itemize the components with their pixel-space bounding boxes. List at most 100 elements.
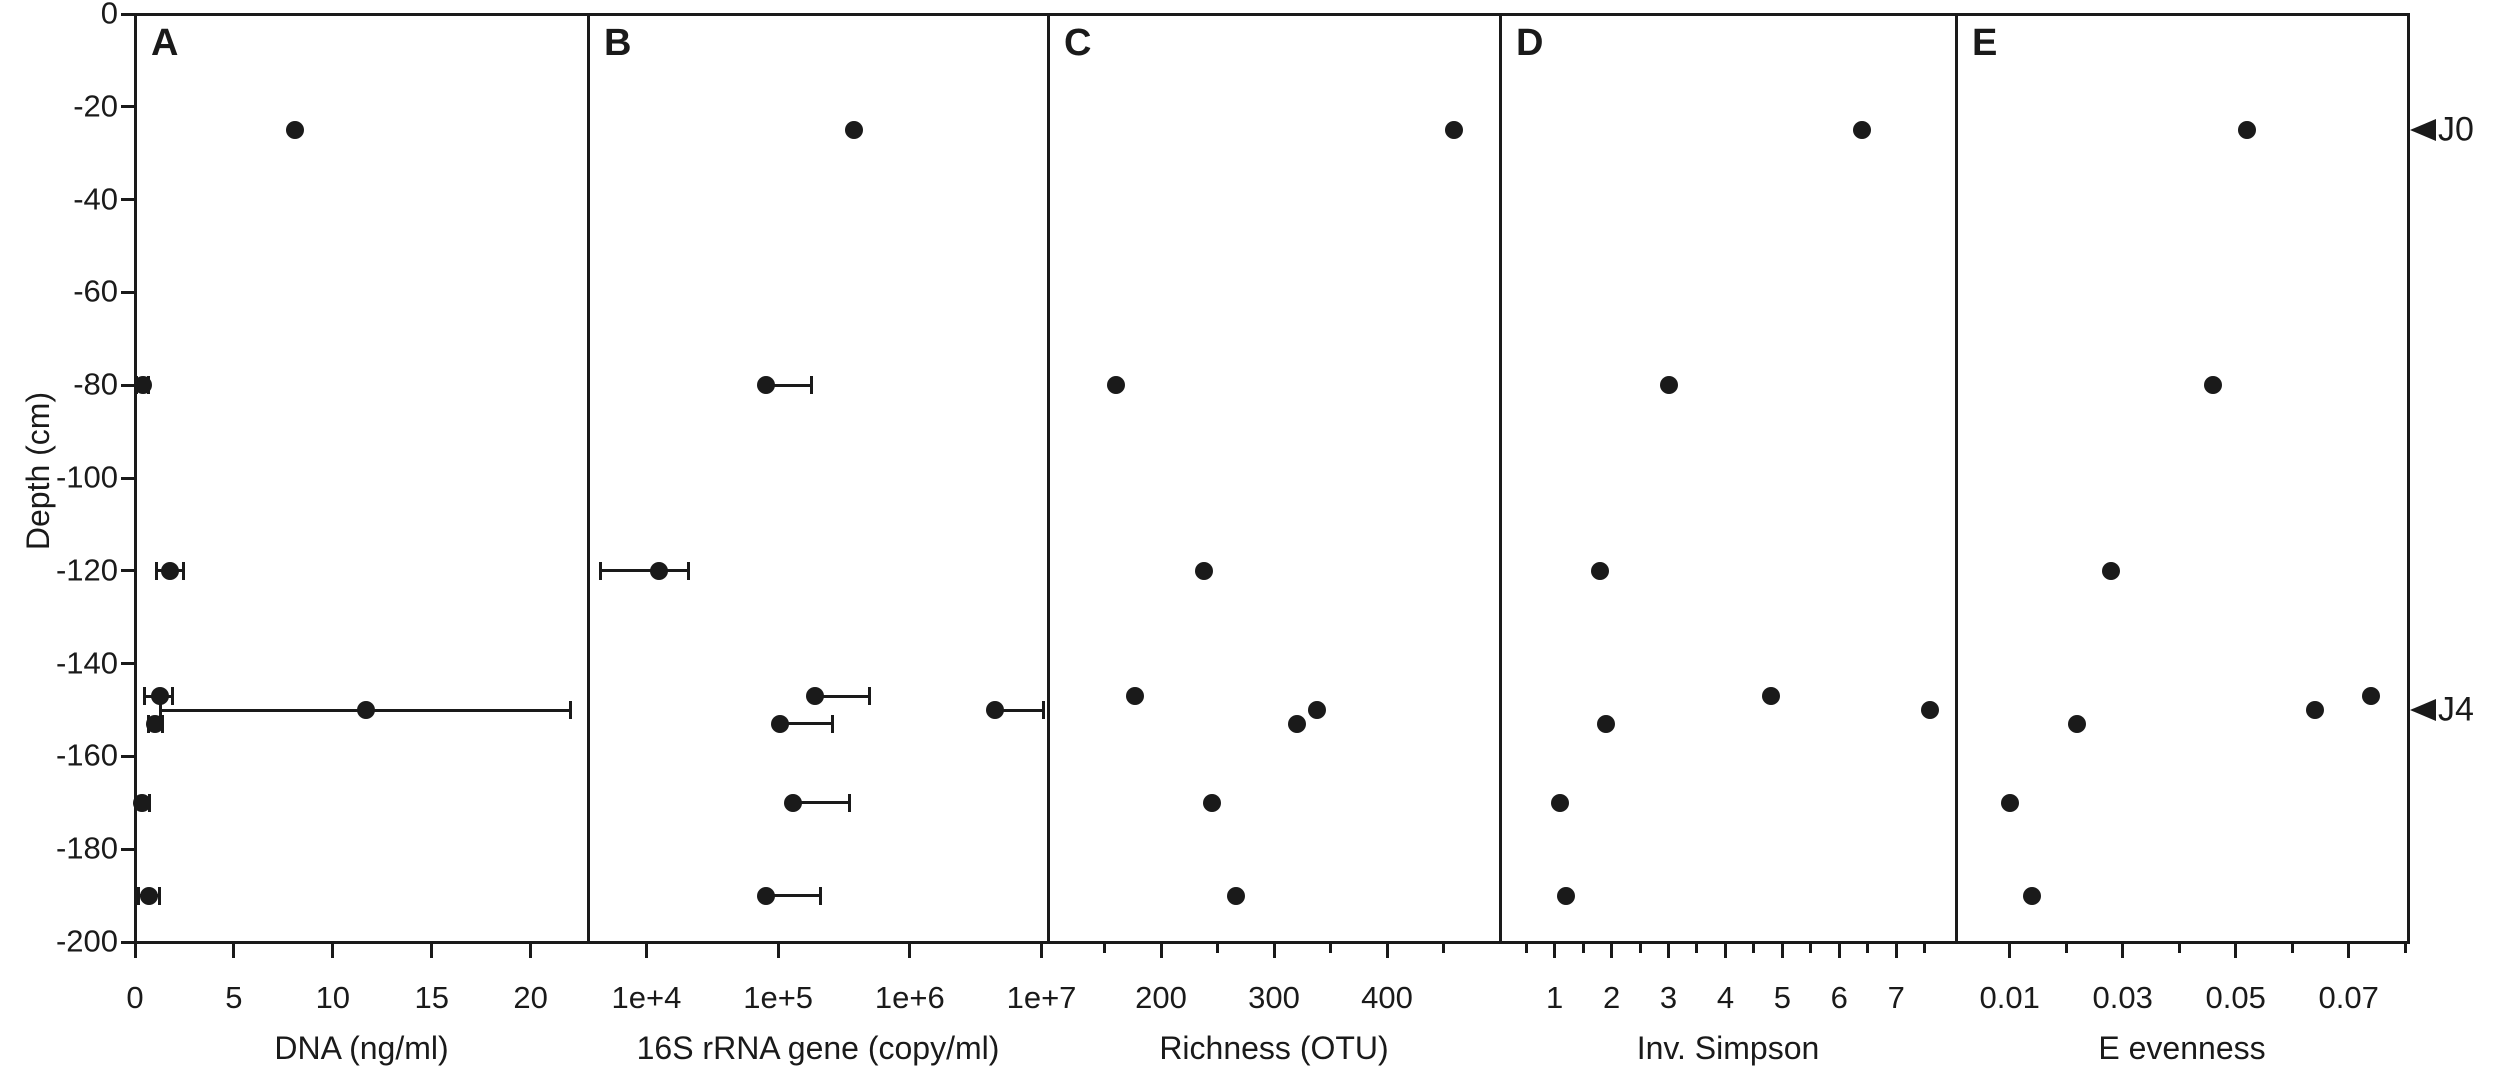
x-axis-minor-tick — [1923, 943, 1927, 953]
panel-border — [586, 14, 590, 942]
data-point — [985, 701, 1004, 719]
x-axis-tick-label: 1e+6 — [874, 980, 945, 1015]
y-axis-tick-label: -20 — [73, 88, 118, 124]
x-axis-tick — [1040, 943, 1044, 958]
y-axis-tick-label: 0 — [100, 0, 118, 31]
x-axis-tick-label: 7 — [1887, 980, 1905, 1015]
y-axis-tick — [121, 940, 134, 944]
data-point — [161, 561, 180, 580]
x-axis-tick-label: 0.03 — [2092, 980, 2153, 1015]
error-bar-cap — [831, 714, 835, 733]
x-axis-tick-label: 200 — [1135, 980, 1187, 1015]
x-axis-tick — [776, 943, 780, 958]
x-axis-tick — [1894, 943, 1898, 958]
y-axis-tick — [121, 290, 134, 294]
data-point — [2305, 701, 2324, 719]
error-bar-cap — [147, 376, 151, 395]
x-axis-tick — [331, 943, 335, 958]
data-point — [1921, 701, 1940, 719]
x-axis-tick — [1837, 943, 1841, 958]
data-point — [2102, 561, 2121, 580]
x-axis-minor-tick — [1581, 943, 1585, 953]
x-axis-tick — [1667, 943, 1670, 958]
error-bar — [994, 708, 1044, 712]
error-bar — [144, 694, 173, 698]
error-bar-cap — [143, 687, 147, 706]
data-point — [1444, 121, 1463, 139]
error-bar — [779, 722, 833, 726]
x-axis-tick-label: 5 — [1773, 980, 1791, 1015]
depth-marker-label-j4: J4 — [2438, 690, 2474, 729]
x-axis-tick-label: 10 — [315, 980, 351, 1015]
y-axis-tick — [121, 12, 134, 16]
x-axis-minor-tick — [1866, 943, 1870, 953]
y-axis-tick — [121, 569, 134, 573]
y-axis-tick-label: -60 — [73, 273, 118, 309]
error-bar — [135, 801, 150, 805]
x-axis-tick-label: 15 — [414, 980, 449, 1015]
panel-label-a: A — [151, 22, 179, 64]
x-axis-tick-label: 4 — [1716, 980, 1735, 1015]
data-point — [1194, 561, 1213, 580]
x-axis-tick-label: 5 — [225, 980, 243, 1015]
y-axis-tick — [121, 662, 134, 666]
data-point — [150, 687, 169, 706]
error-bar-cap — [1042, 701, 1046, 719]
x-axis-minor-tick — [1216, 943, 1219, 953]
data-point — [1202, 793, 1221, 812]
panel-border — [1046, 14, 1050, 942]
x-axis-minor-tick — [2290, 943, 2294, 953]
x-axis-minor-tick — [2064, 943, 2068, 953]
data-point — [286, 121, 305, 139]
x-axis-minor-tick — [1809, 943, 1813, 953]
x-axis-tick-label: 1e+5 — [743, 980, 814, 1015]
x-axis-tick-label: 400 — [1361, 980, 1413, 1015]
depth-marker-arrow-j0 — [2410, 119, 2436, 141]
x-axis-minor-tick — [2403, 943, 2407, 953]
data-point — [2237, 121, 2256, 139]
x-axis-tick — [644, 943, 648, 958]
error-bar — [160, 708, 571, 712]
top-axis-spine — [133, 12, 2410, 16]
x-axis-tick — [1780, 943, 1784, 958]
x-axis-tick — [430, 943, 434, 958]
x-axis-title-d: Inv. Simpson — [1636, 1030, 1820, 1066]
y-axis-spine — [133, 14, 137, 942]
data-point — [139, 886, 158, 905]
data-point — [1126, 687, 1144, 706]
panel-border — [1954, 14, 1958, 942]
panel-label-e: E — [1972, 22, 1998, 64]
x-axis-tick — [133, 943, 137, 958]
data-point — [1591, 561, 1610, 580]
error-bar-cap — [687, 561, 691, 580]
data-point — [2068, 714, 2087, 733]
error-bar — [148, 722, 163, 726]
x-axis-minor-tick — [1524, 943, 1528, 953]
data-point — [1596, 714, 1615, 733]
error-bar — [600, 569, 689, 573]
x-axis-tick-label: 1 — [1546, 980, 1564, 1015]
x-axis-tick — [2347, 943, 2351, 958]
depth-marker-arrow-j4 — [2410, 699, 2436, 721]
error-bar — [766, 894, 821, 898]
y-axis-tick-label: -80 — [73, 366, 118, 402]
error-bar-cap — [599, 561, 603, 580]
x-axis-minor-tick — [1329, 943, 1332, 953]
data-point — [805, 687, 824, 706]
error-bar — [156, 569, 184, 573]
error-bar-cap — [867, 687, 871, 706]
x-axis-tick — [2234, 943, 2238, 958]
x-axis-minor-tick — [2177, 943, 2181, 953]
data-point — [757, 376, 776, 395]
data-point — [1307, 701, 1326, 719]
y-axis-tick-label: -160 — [55, 737, 118, 773]
data-point — [1226, 886, 1245, 905]
x-axis-tick — [1159, 943, 1163, 958]
y-axis-tick — [121, 198, 134, 202]
error-bar-cap — [182, 561, 186, 580]
